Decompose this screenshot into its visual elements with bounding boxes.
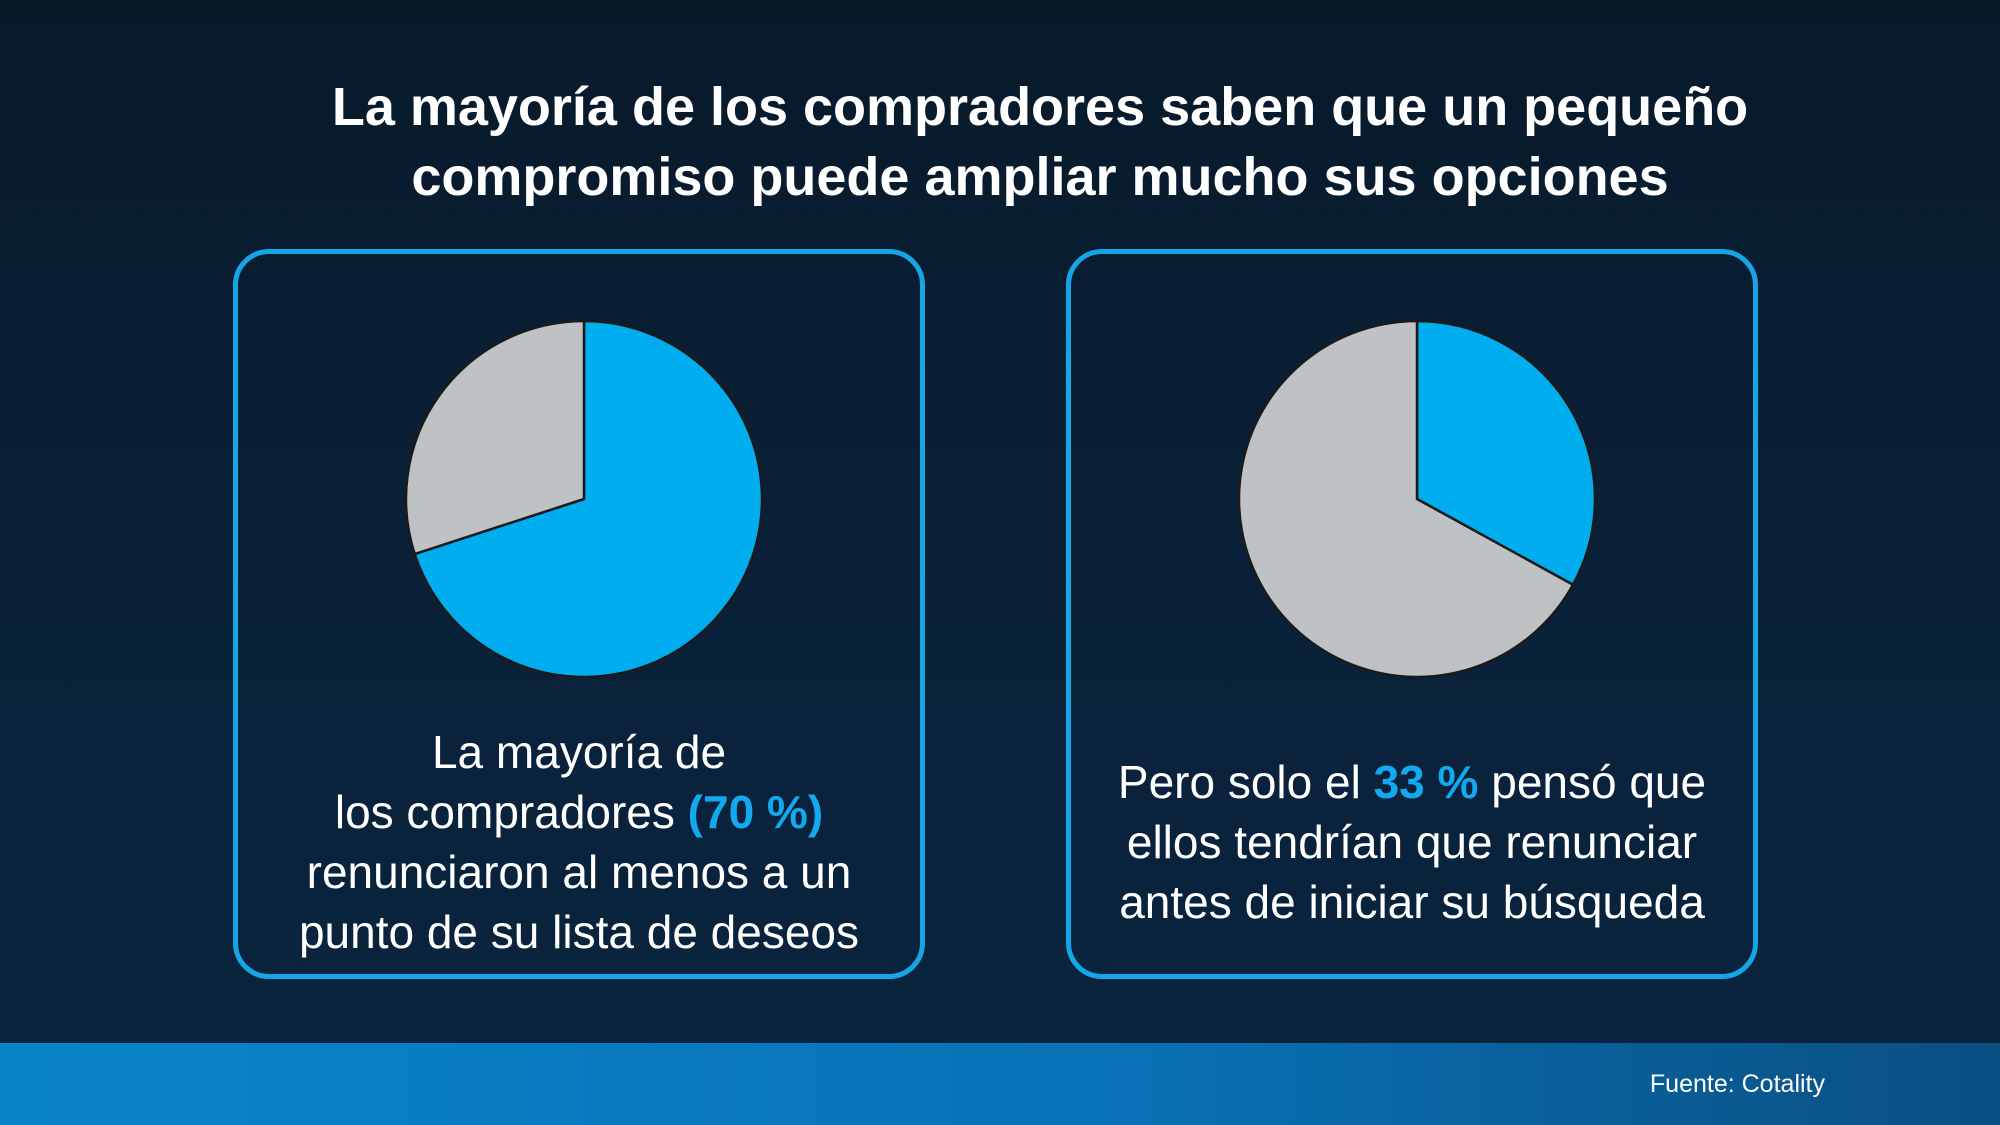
pie-chart-right — [1237, 319, 1597, 679]
caption-line: ellos tendrían que renunciar — [1126, 816, 1698, 868]
page-title-line-2: compromiso puede ampliar mucho sus opcio… — [411, 147, 1669, 207]
caption-line: punto de su lista de deseos — [298, 906, 860, 958]
pie-slice-rest — [404, 319, 586, 556]
caption-text: los compradores — [334, 786, 688, 838]
caption-text: pensó que — [1478, 756, 1707, 808]
page-title-line-1: La mayoría de los compradores saben que … — [331, 77, 1749, 137]
pie-slice-rest — [1237, 319, 1575, 679]
stat-card-left: La mayoría de los compradores (70 %) ren… — [233, 249, 925, 979]
page-title: La mayoría de los compradores saben que … — [0, 72, 2000, 212]
footer-bar: Fuente: Cotality — [0, 1043, 2000, 1125]
pie-chart-left — [404, 319, 764, 679]
source-label: Fuente: Cotality — [1649, 1070, 1825, 1098]
caption-line: antes de iniciar su búsqueda — [1119, 876, 1705, 928]
stat-caption-left: La mayoría de los compradores (70 %) ren… — [238, 722, 920, 962]
caption-line: Pero solo el 33 % pensó que — [1071, 752, 1753, 812]
caption-line: La mayoría de — [431, 726, 727, 778]
caption-line: los compradores (70 %) — [238, 782, 920, 842]
caption-line: renunciaron al menos a un — [306, 846, 852, 898]
caption-text: Pero solo el — [1117, 756, 1374, 808]
stat-caption-right: Pero solo el 33 % pensó que ellos tendrí… — [1071, 752, 1753, 932]
highlight-percent: 33 % — [1373, 756, 1479, 808]
highlight-percent: (70 %) — [687, 786, 824, 838]
pie-slice-highlight — [413, 319, 764, 679]
stat-card-right: Pero solo el 33 % pensó que ellos tendrí… — [1066, 249, 1758, 979]
pie-slice-highlight — [1415, 319, 1597, 586]
